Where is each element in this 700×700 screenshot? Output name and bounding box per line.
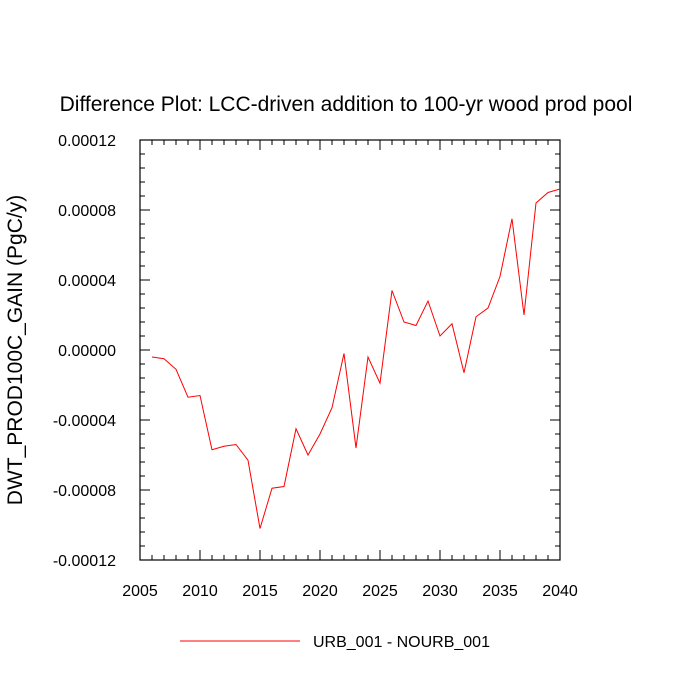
legend: URB_001 - NOURB_001	[180, 634, 490, 651]
series-layer	[151, 188, 561, 529]
y-tick-label: -0.00012	[53, 553, 116, 570]
x-tick-label: 2040	[542, 583, 578, 600]
x-tick-label: 2005	[122, 583, 158, 600]
plot-frame	[139, 139, 561, 561]
y-tick-label: -0.00008	[53, 483, 116, 500]
plot-area: 2005 2010 2015 2020 2025 2030 2035 2040 -0.0001…	[53, 133, 578, 600]
legend-label-urb-001-nourb-001: URB_001 - NOURB_001	[313, 634, 490, 651]
y-tick-label: 0.00000	[58, 343, 116, 360]
x-tick-label: 2020	[302, 583, 338, 600]
x-axis: 2005 2010 2015 2020 2025 2030 2035 2040	[122, 140, 578, 600]
y-tick-label: 0.00004	[58, 273, 116, 290]
y-axis-label: DWT_PROD100C_GAIN (PgC/y)	[4, 195, 27, 505]
y-tick-label: -0.00004	[53, 413, 116, 430]
x-tick-label: 2025	[362, 583, 398, 600]
y-tick-label: 0.00008	[58, 203, 116, 220]
chart-title: Difference Plot: LCC-driven addition to …	[60, 93, 633, 116]
y-axis: -0.00012 -0.00008 -0.00004 0.00000 0.00004 0.…	[53, 133, 560, 570]
x-tick-label: 2010	[182, 583, 218, 600]
y-tick-label: 0.00012	[58, 133, 116, 150]
x-tick-label: 2015	[242, 583, 278, 600]
series-line-urb-001-nourb-001	[151, 188, 561, 529]
x-tick-label: 2035	[482, 583, 518, 600]
x-tick-label: 2030	[422, 583, 458, 600]
